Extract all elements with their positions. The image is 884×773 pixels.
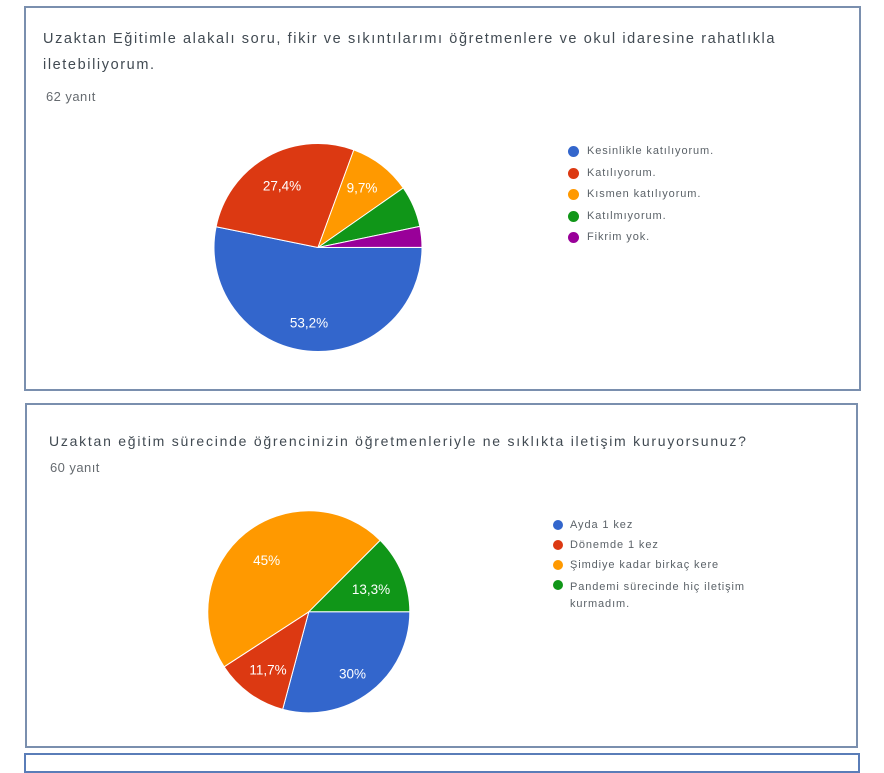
svg-text:45%: 45% [253, 553, 280, 568]
svg-text:9,7%: 9,7% [347, 181, 378, 196]
svg-text:11,7%: 11,7% [249, 663, 286, 678]
svg-text:53,2%: 53,2% [290, 316, 328, 331]
svg-text:30%: 30% [339, 667, 366, 682]
svg-text:13,3%: 13,3% [352, 582, 390, 597]
svg-text:27,4%: 27,4% [263, 179, 301, 194]
